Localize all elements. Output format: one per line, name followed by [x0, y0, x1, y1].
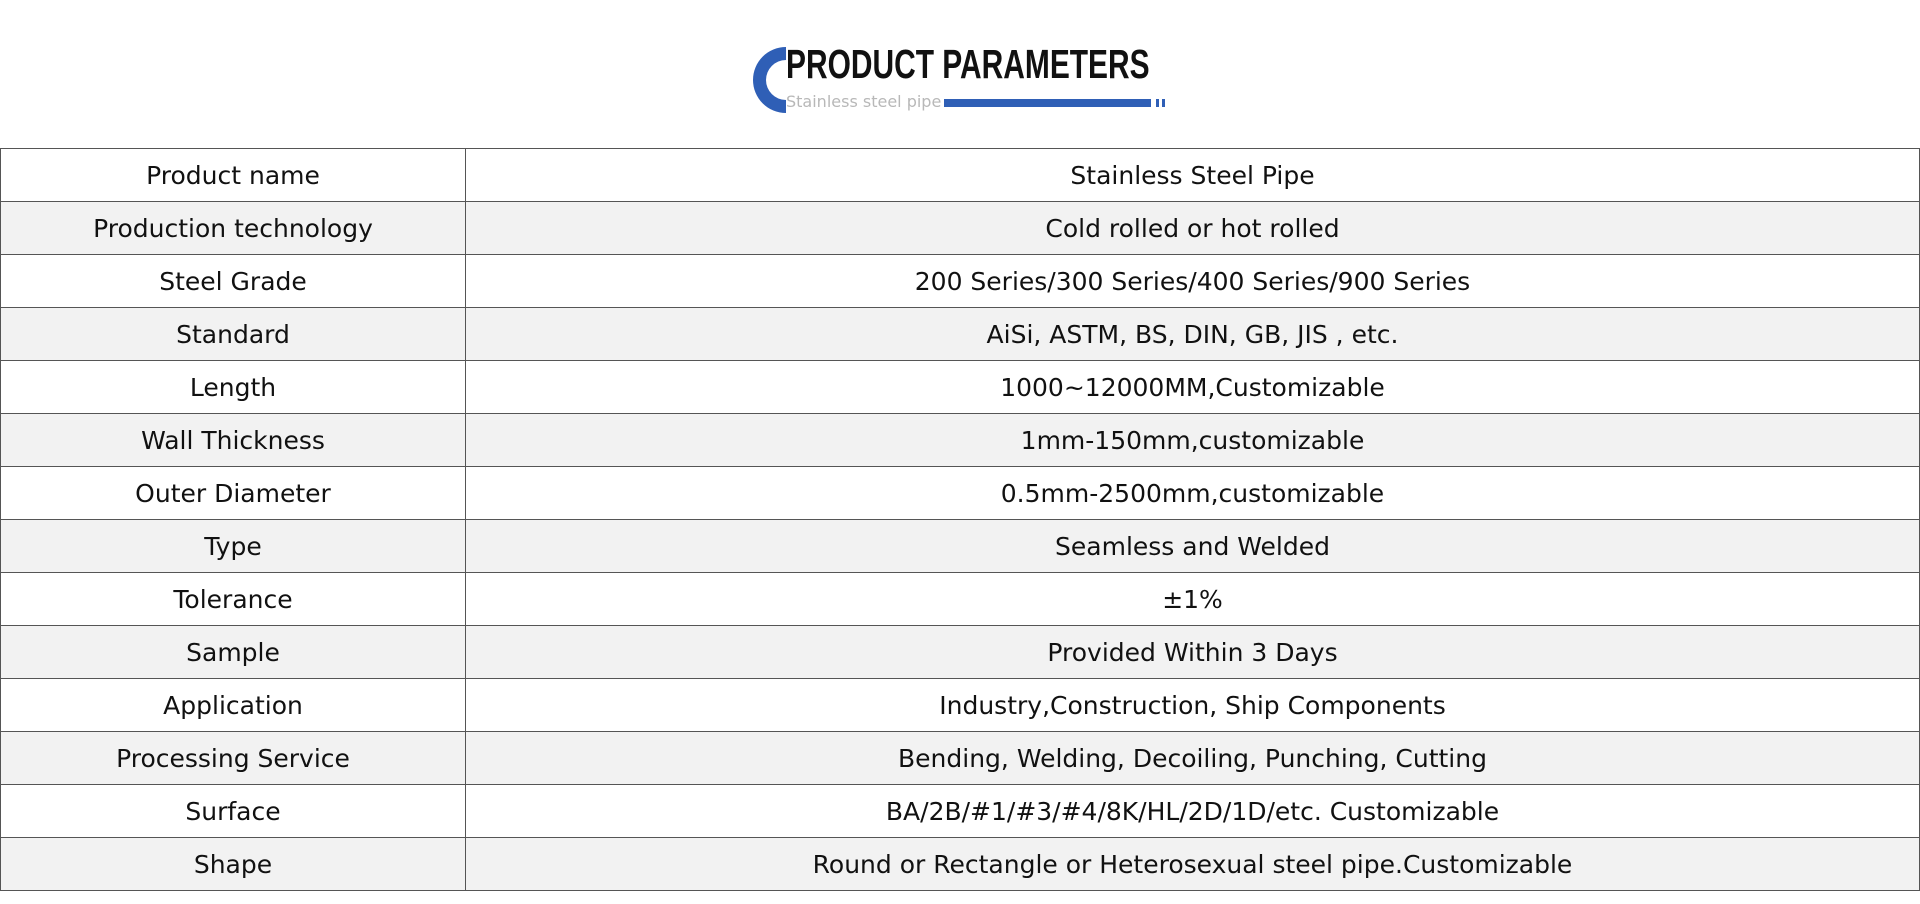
title-underline-bar	[944, 99, 1151, 107]
parameter-label: Sample	[0, 625, 466, 679]
parameter-label: Production technology	[0, 201, 466, 255]
c-shape-icon	[753, 47, 786, 113]
table-row: Type Seamless and Welded	[0, 519, 1920, 573]
parameter-value: ±1%	[465, 572, 1920, 626]
parameter-value: Round or Rectangle or Heterosexual steel…	[465, 837, 1920, 891]
table-row: Length 1000~12000MM,Customizable	[0, 360, 1920, 414]
parameter-value: AiSi, ASTM, BS, DIN, GB, JIS , etc.	[465, 307, 1920, 361]
table-row: Sample Provided Within 3 Days	[0, 625, 1920, 679]
parameter-label: Wall Thickness	[0, 413, 466, 467]
table-row: Product name Stainless Steel Pipe	[0, 148, 1920, 202]
parameter-value: Cold rolled or hot rolled	[465, 201, 1920, 255]
table-body: Product name Stainless Steel Pipe Producti…	[0, 148, 1920, 891]
parameter-label: Tolerance	[0, 572, 466, 626]
table-row: Steel Grade 200 Series/300 Series/400 Ser…	[0, 254, 1920, 308]
parameter-value: 0.5mm-2500mm,customizable	[465, 466, 1920, 520]
parameter-label: Shape	[0, 837, 466, 891]
parameter-value: Provided Within 3 Days	[465, 625, 1920, 679]
page-header: PRODUCT PARAMETERS Stainless steel pipe	[0, 0, 1920, 148]
title-underline-tick	[1156, 99, 1159, 107]
page-subtitle: Stainless steel pipe	[786, 92, 942, 111]
table-row: Surface BA/2B/#1/#3/#4/8K/HL/2D/1D/etc. C…	[0, 784, 1920, 838]
parameter-value: 1000~12000MM,Customizable	[465, 360, 1920, 414]
parameter-value: Industry,Construction, Ship Components	[465, 678, 1920, 732]
parameter-label: Steel Grade	[0, 254, 466, 308]
parameter-label: Application	[0, 678, 466, 732]
table-row: Outer Diameter 0.5mm-2500mm,customizable	[0, 466, 1920, 520]
product-parameters-table: Product name Stainless Steel Pipe Producti…	[0, 148, 1920, 891]
table-row: Production technology Cold rolled or hot …	[0, 201, 1920, 255]
parameter-value: 200 Series/300 Series/400 Series/900 Ser…	[465, 254, 1920, 308]
parameter-value: Seamless and Welded	[465, 519, 1920, 573]
parameter-value: Bending, Welding, Decoiling, Punching, C…	[465, 731, 1920, 785]
parameter-value: 1mm-150mm,customizable	[465, 413, 1920, 467]
table-row: Tolerance ±1%	[0, 572, 1920, 626]
parameter-label: Length	[0, 360, 466, 414]
parameter-label: Standard	[0, 307, 466, 361]
parameter-label: Product name	[0, 148, 466, 202]
parameter-value: Stainless Steel Pipe	[465, 148, 1920, 202]
page-title: PRODUCT PARAMETERS	[786, 41, 1150, 87]
parameter-value: BA/2B/#1/#3/#4/8K/HL/2D/1D/etc. Customiz…	[465, 784, 1920, 838]
parameter-label: Processing Service	[0, 731, 466, 785]
table-row: Application Industry,Construction, Ship C…	[0, 678, 1920, 732]
table-row: Wall Thickness 1mm-150mm,customizable	[0, 413, 1920, 467]
parameter-label: Outer Diameter	[0, 466, 466, 520]
table-row: Shape Round or Rectangle or Heterosexual …	[0, 837, 1920, 891]
parameter-label: Surface	[0, 784, 466, 838]
table-row: Standard AiSi, ASTM, BS, DIN, GB, JIS , e…	[0, 307, 1920, 361]
table-row: Processing Service Bending, Welding, Deco…	[0, 731, 1920, 785]
parameter-label: Type	[0, 519, 466, 573]
title-underline-tick	[1162, 99, 1165, 107]
